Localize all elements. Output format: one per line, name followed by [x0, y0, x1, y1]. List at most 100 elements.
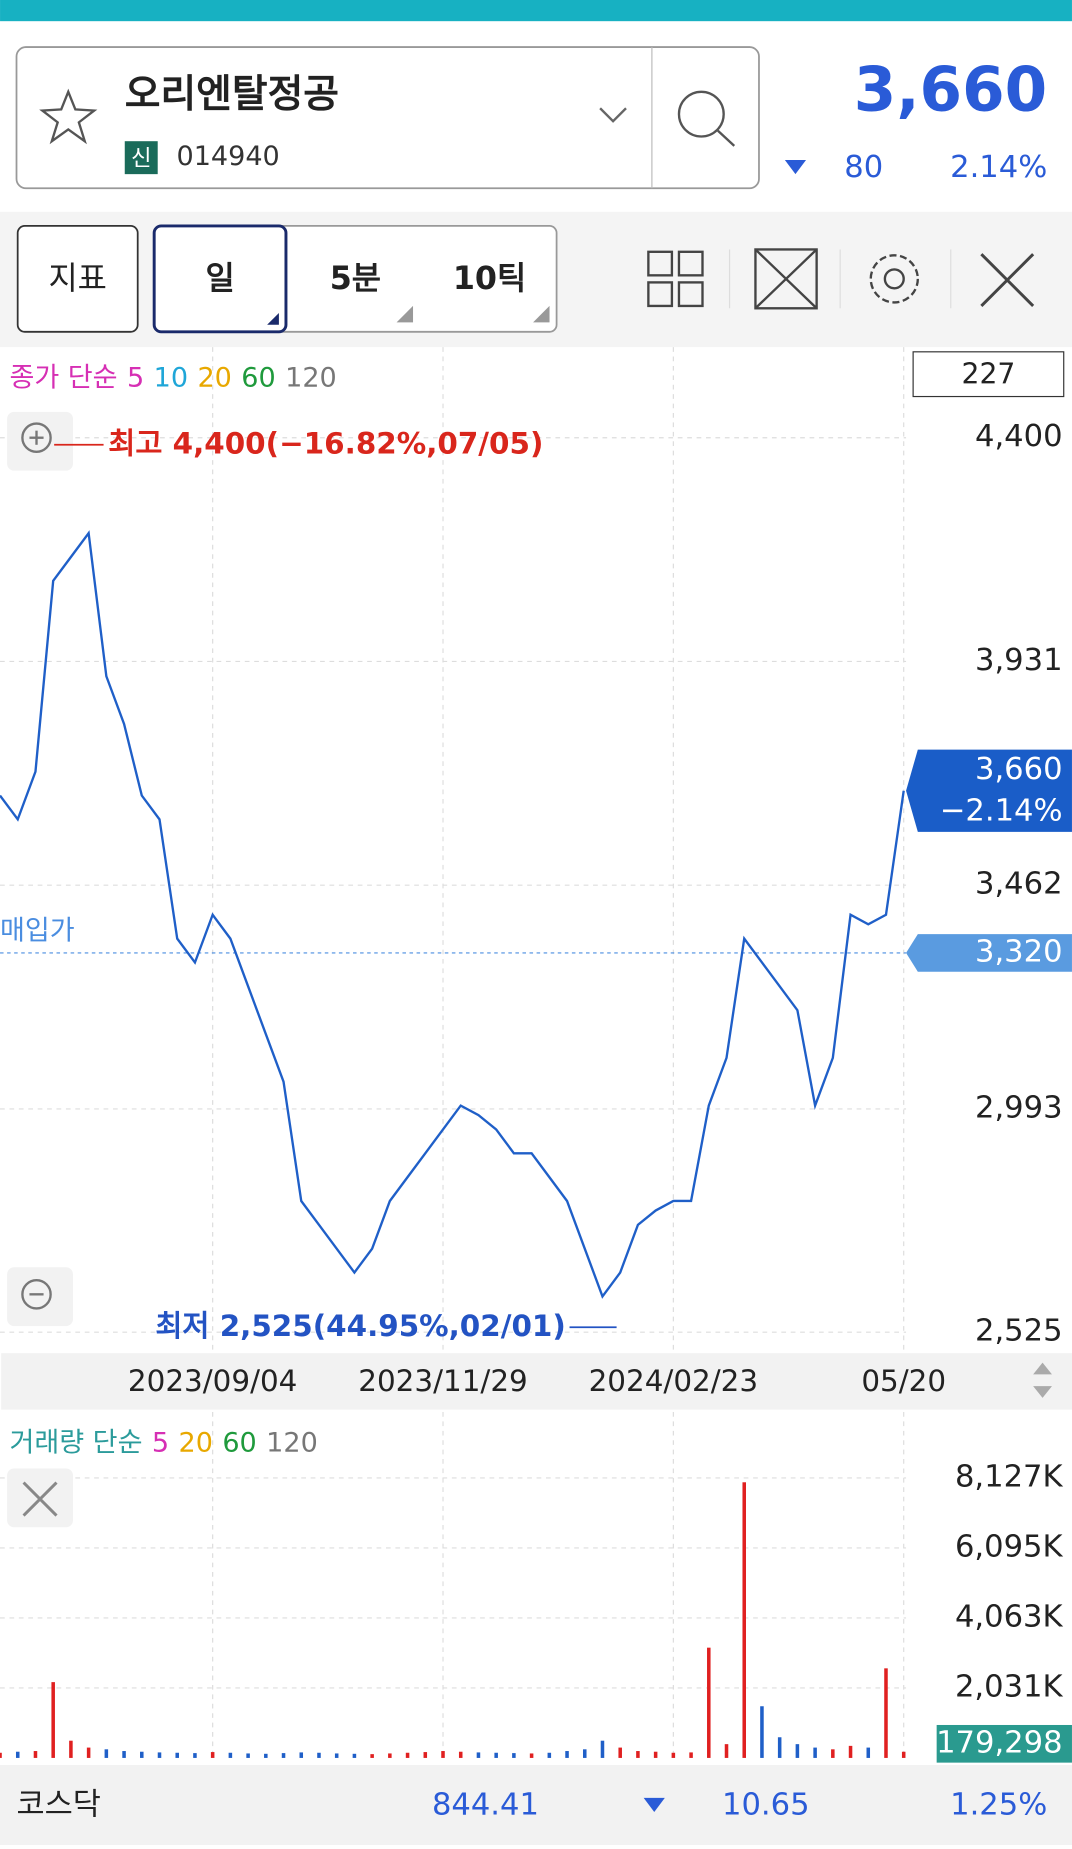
indicator-button[interactable]: [16, 225, 139, 333]
low-label: 최저 2,525(44.95%,02/01): [155, 1309, 565, 1343]
volume-bar: [813, 1747, 817, 1758]
stock-name: 오리엔탈정공: [125, 72, 339, 117]
volume-bar: [476, 1752, 481, 1758]
count-box: [912, 351, 1065, 398]
settings-icon[interactable]: [869, 254, 920, 304]
status-bar: [0, 0, 1072, 22]
volume-bar: [423, 1752, 428, 1758]
scroll-up[interactable]: [1033, 1362, 1052, 1375]
search-icon-handle: [716, 129, 736, 147]
volume-bar: [33, 1751, 38, 1758]
volume-bar: [600, 1740, 605, 1758]
legend-title: 거래량 단순: [9, 1427, 142, 1458]
avg-price-tag: [906, 934, 1072, 972]
legend-item: 120: [266, 1427, 318, 1458]
volume-bar: [777, 1737, 782, 1758]
avg-price-value: 3,320: [975, 934, 1063, 969]
x-tick-label: 05/20: [861, 1364, 946, 1398]
volume-bar: [494, 1752, 498, 1758]
scroll-down[interactable]: [1033, 1386, 1052, 1398]
y-tick-label: 8,127K: [955, 1459, 1064, 1494]
volume-bar: [51, 1682, 55, 1758]
volume-bar: [175, 1752, 179, 1758]
button-label: 지표: [48, 261, 106, 297]
volume-bar: [228, 1752, 233, 1758]
button-label[interactable]: 10틱: [453, 261, 526, 297]
price-change: 80: [844, 150, 883, 185]
close-volume[interactable]: [7, 1468, 73, 1528]
volume-bar: [760, 1706, 764, 1758]
last-volume-tag: [936, 1724, 1072, 1763]
search-icon[interactable]: [677, 90, 725, 138]
volume-bar: [69, 1740, 73, 1758]
volume-bar: [795, 1744, 800, 1758]
stock-code: 014940: [177, 141, 280, 172]
volume-bar: [636, 1751, 640, 1758]
y-tick-label: 3,462: [975, 867, 1063, 902]
x-axis-band: [1, 1353, 1072, 1410]
search-box[interactable]: [15, 46, 760, 190]
zoom-in[interactable]: [7, 411, 73, 471]
y-tick-label: 4,400: [975, 419, 1063, 454]
volume-bar: [317, 1752, 321, 1758]
day-button[interactable]: [152, 224, 288, 334]
volume-bar: [724, 1744, 729, 1758]
legend-title: 종가 단순: [9, 362, 117, 393]
y-tick-label: 3,931: [975, 643, 1063, 678]
volume-bar: [15, 1751, 20, 1758]
button-label: 일: [205, 261, 234, 297]
y-tick-label: 2,993: [975, 1090, 1063, 1125]
legend-item: 5: [152, 1427, 169, 1458]
volume-bar: [618, 1747, 622, 1758]
last-price-tag: [906, 749, 1072, 832]
y-tick-label: 2,525: [975, 1314, 1063, 1349]
tools-icon[interactable]: [980, 253, 1035, 307]
volume-bar: [0, 1752, 2, 1758]
volume-bar: [246, 1753, 250, 1758]
x-tick-label: 2023/09/04: [128, 1364, 298, 1398]
footer: [0, 1764, 1072, 1845]
corner: [267, 312, 279, 325]
dropdown[interactable]: [599, 107, 627, 123]
volume-bar: [582, 1749, 587, 1758]
volume-bar: [140, 1751, 144, 1758]
volume-bar: [671, 1752, 676, 1758]
volume-bar: [512, 1753, 516, 1758]
favorite-star[interactable]: [39, 88, 98, 145]
volume-bar: [264, 1753, 268, 1758]
volume-bar: [901, 1751, 906, 1758]
volume-bar: [441, 1751, 445, 1758]
volume-bar: [742, 1482, 746, 1758]
index-name: 코스닥: [17, 1788, 101, 1823]
x-tick-label: 2023/11/29: [358, 1364, 528, 1398]
price-line: [0, 530, 905, 1299]
volume-bar: [565, 1751, 569, 1758]
volume-bar: [157, 1752, 162, 1758]
high-label: 최고 4,400(−16.82%,07/05): [108, 426, 543, 460]
down-arrow: [784, 160, 807, 175]
volume-bar: [707, 1647, 711, 1758]
x-tick-label: 2024/02/23: [589, 1364, 759, 1398]
legend-item: 20: [179, 1427, 213, 1458]
price-change-rate: 2.14%: [950, 150, 1047, 185]
legend-item: 20: [197, 362, 231, 393]
last-change: −2.14%: [940, 793, 1063, 828]
count-text: 227: [961, 357, 1015, 390]
down-arrow: [643, 1797, 665, 1813]
expand-icon[interactable]: [754, 248, 818, 310]
volume-bar: [104, 1749, 109, 1758]
market-badge: 신: [131, 145, 152, 171]
volume-bar: [334, 1753, 339, 1758]
y-tick-label: 4,063K: [955, 1599, 1064, 1634]
volume-bar: [281, 1753, 286, 1758]
last-volume: 179,298: [936, 1725, 1062, 1760]
volume-bar: [388, 1753, 392, 1758]
zoom-out[interactable]: [7, 1267, 73, 1327]
button-label[interactable]: 5분: [330, 261, 381, 297]
legend-item: 5: [127, 362, 144, 393]
layout-icon[interactable]: [647, 250, 704, 308]
y-tick-label: 2,031K: [955, 1669, 1064, 1704]
index-change-rate: 1.25%: [950, 1788, 1047, 1823]
volume-bar: [848, 1745, 853, 1758]
